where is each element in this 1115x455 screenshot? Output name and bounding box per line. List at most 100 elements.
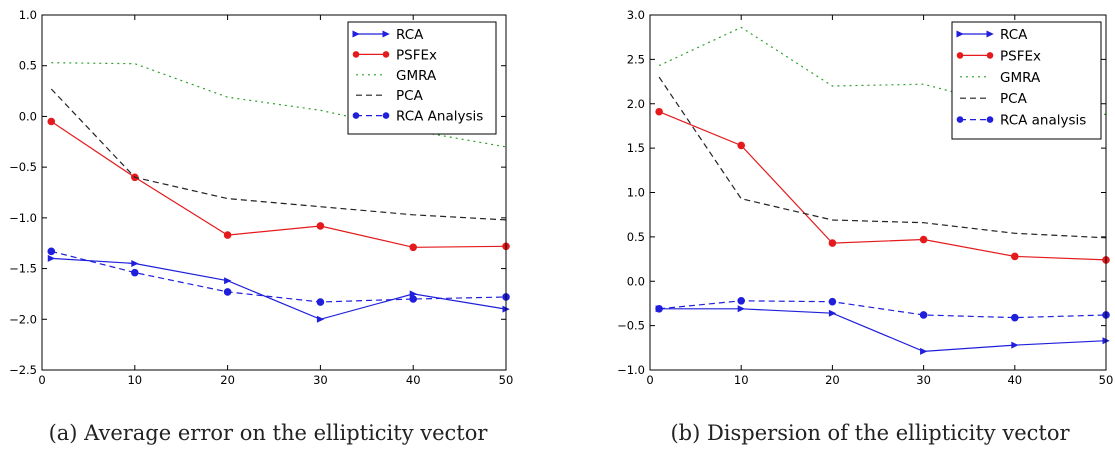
y-tick-label: −2.0	[9, 312, 37, 326]
series-psfex	[47, 117, 510, 252]
y-tick-label: −0.5	[9, 160, 37, 174]
legend-marker	[956, 52, 964, 59]
legend-marker	[956, 116, 964, 123]
data-point	[737, 305, 745, 313]
legend-label: GMRA	[1000, 70, 1041, 86]
legend-label: RCA Analysis	[396, 109, 483, 125]
y-tick-label: 2.5	[627, 52, 645, 66]
data-point	[655, 304, 663, 313]
data-point	[828, 239, 837, 247]
legend-marker	[352, 51, 360, 58]
axes-frame	[41, 14, 507, 371]
data-point	[47, 254, 56, 262]
y-tick-label: 0.0	[19, 109, 37, 123]
series-pca	[50, 88, 507, 221]
data-point	[1011, 341, 1019, 349]
series-line	[659, 300, 1107, 319]
legend-label: RCA	[396, 27, 424, 43]
y-tick-label: 1.0	[627, 186, 645, 200]
data-point	[828, 297, 837, 306]
legend-box	[951, 21, 1102, 140]
x-tick-label: 50	[499, 373, 514, 387]
legend-marker	[352, 112, 360, 119]
y-tick-label: 0.5	[627, 230, 645, 244]
legend-marker	[382, 30, 390, 38]
y-tick-label: −1.5	[9, 262, 37, 276]
series-line	[658, 76, 1107, 239]
figure-caption: (b) Dispersion of the ellipticity vector	[670, 421, 1070, 445]
series-line	[658, 111, 1107, 261]
legend-label: RCA analysis	[1000, 113, 1086, 129]
data-point	[1011, 313, 1019, 322]
x-tick-label: 10	[734, 373, 749, 387]
y-tick-label: −1.0	[9, 211, 37, 225]
legend-label: GMRA	[396, 68, 437, 84]
x-tick-label: 0	[38, 373, 45, 387]
y-tick-label: 3.0	[627, 8, 645, 22]
y-tick-label: 1.5	[627, 141, 645, 155]
data-point	[919, 311, 928, 319]
data-point	[316, 315, 325, 323]
legend-label: PCA	[1000, 91, 1028, 107]
x-tick-label: 30	[916, 373, 931, 387]
series-line	[50, 121, 507, 248]
data-point	[919, 235, 928, 244]
data-point	[223, 231, 232, 239]
legend-marker	[382, 112, 390, 119]
series-line	[659, 308, 1107, 353]
data-point	[737, 296, 746, 305]
data-point	[47, 247, 56, 256]
legend-marker	[986, 52, 994, 59]
data-point	[316, 222, 325, 230]
data-point	[223, 288, 232, 296]
y-tick-label: −0.5	[617, 319, 645, 333]
x-tick-label: 20	[220, 373, 235, 387]
x-tick-label: 0	[646, 373, 653, 387]
data-point	[131, 268, 139, 277]
data-point	[47, 117, 56, 126]
legend-label: PCA	[396, 88, 424, 104]
data-point	[224, 277, 232, 285]
legend-marker	[352, 30, 360, 38]
x-tick-label: 30	[313, 373, 328, 387]
y-tick-label: 0.0	[627, 274, 645, 288]
y-tick-label: 0.5	[19, 59, 37, 73]
series-line	[50, 88, 507, 221]
series-rca-analysis	[47, 247, 510, 306]
series-rca	[655, 305, 1110, 355]
series-pca	[658, 76, 1107, 239]
series-rca	[47, 254, 510, 323]
x-tick-label: 20	[825, 373, 840, 387]
chart-panel-2: 0 10 20 30 40 50 3.0 2.5 2.0 1.5 1.0 0.5 0.0 −0.5 −1.0…	[617, 8, 1113, 445]
legend: RCA PSFEx GMRA PCA RCA Analysis	[347, 21, 497, 135]
x-tick-label: 40	[406, 373, 421, 387]
series-line	[51, 62, 507, 148]
data-point	[316, 298, 325, 306]
legend-marker	[382, 51, 390, 58]
legend-label: PSFEx	[1000, 48, 1041, 64]
legend-label: RCA	[1000, 27, 1028, 43]
data-point	[828, 309, 837, 317]
data-point	[409, 243, 418, 252]
x-tick-label: 50	[1099, 373, 1114, 387]
data-point	[737, 141, 746, 150]
legend-label: PSFEx	[396, 47, 437, 63]
series-line	[51, 250, 507, 303]
x-tick-label: 40	[1007, 373, 1022, 387]
y-tick-label: −2.5	[9, 363, 37, 377]
figure-caption: (a) Average error on the ellipticity vec…	[49, 421, 489, 445]
chart-panel-1: 0 10 20 30 40 50 1.0 0.5 0.0 −0.5 −1.0 −1.5 −2.0 −2.5…	[9, 8, 513, 445]
data-point	[655, 107, 663, 116]
series-line	[51, 257, 507, 320]
legend-box	[347, 21, 497, 135]
y-tick-label: 1.0	[19, 8, 37, 22]
x-tick-label: 10	[127, 373, 142, 387]
y-tick-label: 2.0	[627, 97, 645, 111]
legend-marker	[986, 116, 994, 123]
legend-marker	[986, 30, 994, 38]
data-point	[409, 295, 418, 303]
legend: RCA PSFEx GMRA PCA RCA analysis	[951, 21, 1102, 140]
data-point	[920, 347, 928, 355]
legend-marker	[956, 30, 964, 38]
